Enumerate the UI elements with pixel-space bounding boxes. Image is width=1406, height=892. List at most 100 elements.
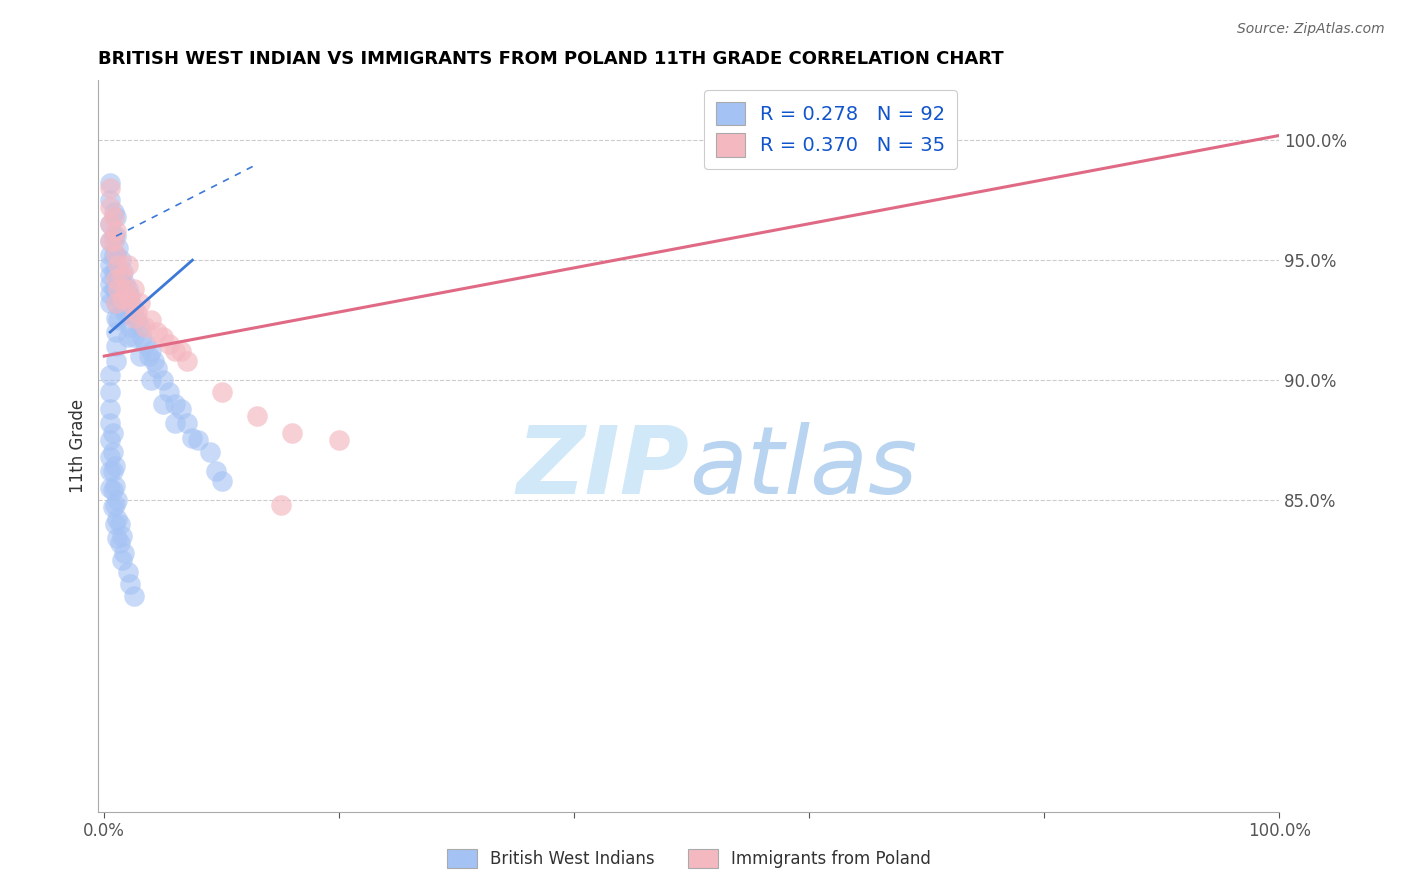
Point [98, 177, 121, 191]
Point [176, 354, 198, 368]
Point [98, 217, 121, 231]
Point [120, 577, 142, 591]
Point [112, 265, 135, 279]
Point [128, 349, 150, 363]
Point [104, 459, 127, 474]
Point [105, 532, 128, 546]
Point [134, 337, 156, 351]
Point [105, 492, 128, 507]
Point [157, 337, 180, 351]
Point [104, 498, 127, 512]
Point [103, 265, 125, 279]
Point [134, 320, 156, 334]
Point [105, 265, 128, 279]
Point [122, 310, 145, 325]
Point [105, 296, 128, 310]
Point [111, 292, 134, 306]
Point [107, 241, 129, 255]
Point [108, 516, 131, 531]
Point [111, 529, 134, 543]
Point [101, 425, 124, 440]
Point [211, 385, 233, 400]
Point [198, 445, 221, 459]
Point [152, 373, 174, 387]
Point [187, 433, 209, 447]
Point [107, 265, 129, 279]
Point [105, 296, 128, 310]
Point [105, 224, 128, 238]
Point [163, 344, 186, 359]
Point [105, 229, 128, 244]
Point [120, 320, 142, 334]
Point [146, 361, 169, 376]
Point [98, 481, 121, 495]
Legend: British West Indians, Immigrants from Poland: British West Indians, Immigrants from Po… [439, 840, 939, 877]
Point [170, 344, 193, 359]
Point [103, 205, 125, 219]
Point [114, 282, 136, 296]
Point [105, 325, 128, 339]
Point [112, 546, 135, 560]
Point [117, 330, 139, 344]
Point [103, 234, 125, 248]
Point [142, 354, 165, 368]
Point [104, 516, 127, 531]
Point [105, 339, 128, 353]
Point [205, 464, 228, 478]
Point [98, 200, 121, 214]
Point [98, 401, 121, 416]
Point [111, 268, 134, 282]
Point [141, 373, 163, 387]
Point [141, 313, 163, 327]
Point [117, 258, 139, 272]
Text: Source: ZipAtlas.com: Source: ZipAtlas.com [1237, 22, 1385, 37]
Point [98, 268, 121, 282]
Point [105, 310, 128, 325]
Point [114, 277, 136, 292]
Point [98, 416, 121, 430]
Point [127, 306, 149, 320]
Point [122, 589, 145, 603]
Point [103, 282, 125, 296]
Point [101, 464, 124, 478]
Point [281, 425, 304, 440]
Point [152, 397, 174, 411]
Point [117, 289, 139, 303]
Point [98, 296, 121, 310]
Point [146, 325, 169, 339]
Text: BRITISH WEST INDIAN VS IMMIGRANTS FROM POLAND 11TH GRADE CORRELATION CHART: BRITISH WEST INDIAN VS IMMIGRANTS FROM P… [98, 50, 1004, 68]
Point [170, 401, 193, 416]
Point [103, 248, 125, 262]
Point [98, 286, 121, 301]
Point [122, 301, 145, 315]
Point [101, 483, 124, 498]
Point [105, 512, 128, 526]
Point [211, 474, 233, 488]
Point [107, 289, 129, 303]
Point [107, 282, 129, 296]
Point [120, 296, 142, 310]
Point [98, 248, 121, 262]
Point [98, 234, 121, 248]
Point [105, 272, 128, 286]
Point [141, 344, 163, 359]
Point [328, 433, 350, 447]
Point [128, 320, 150, 334]
Point [110, 253, 132, 268]
Point [98, 433, 121, 447]
Text: atlas: atlas [689, 423, 917, 514]
Point [105, 248, 128, 262]
Point [120, 289, 142, 303]
Point [103, 229, 125, 244]
Point [163, 397, 186, 411]
Point [111, 553, 134, 567]
Point [114, 306, 136, 320]
Point [98, 385, 121, 400]
Point [117, 282, 139, 296]
Point [110, 277, 132, 292]
Point [98, 258, 121, 272]
Point [122, 330, 145, 344]
Point [108, 536, 131, 550]
Point [117, 306, 139, 320]
Point [101, 445, 124, 459]
